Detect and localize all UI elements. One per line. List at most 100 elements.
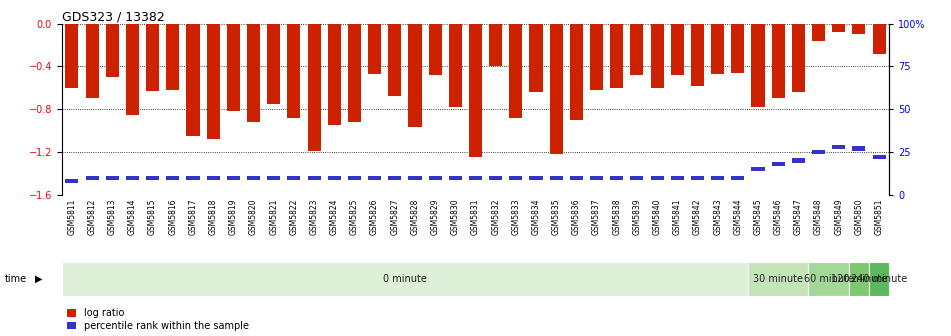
Text: GSM5836: GSM5836 (572, 198, 581, 235)
Text: GSM5844: GSM5844 (733, 198, 743, 235)
Bar (711, 24, 725, 74)
Text: GSM5838: GSM5838 (612, 198, 621, 235)
Text: GSM5821: GSM5821 (269, 198, 279, 235)
Bar (550, 176, 563, 180)
Bar (368, 176, 381, 180)
Text: GSM5823: GSM5823 (310, 198, 319, 235)
Text: GSM5831: GSM5831 (471, 198, 480, 235)
Text: GSM5841: GSM5841 (672, 198, 682, 235)
Bar (368, 24, 381, 74)
Bar (106, 176, 119, 180)
Text: GSM5816: GSM5816 (168, 198, 177, 235)
Bar (771, 162, 785, 166)
Bar (328, 24, 340, 125)
Text: GSM5820: GSM5820 (249, 198, 258, 235)
Bar (852, 146, 865, 151)
Bar (771, 24, 785, 98)
Bar (670, 176, 684, 180)
Bar (812, 24, 825, 41)
Bar (872, 155, 885, 159)
Bar (812, 150, 825, 154)
Bar (307, 176, 320, 180)
Bar (489, 176, 502, 180)
Bar (611, 176, 623, 180)
Text: GSM5834: GSM5834 (532, 198, 540, 235)
Bar (388, 24, 401, 96)
Text: GSM5826: GSM5826 (370, 198, 379, 235)
Bar (751, 24, 765, 107)
Text: 60 minute: 60 minute (804, 274, 854, 284)
Bar (832, 145, 845, 149)
Bar (650, 24, 664, 88)
Bar (206, 176, 220, 180)
Text: GSM5822: GSM5822 (289, 198, 299, 235)
Text: GSM5843: GSM5843 (713, 198, 722, 235)
Bar (226, 176, 240, 180)
Bar (872, 24, 885, 53)
Bar (106, 24, 119, 77)
Bar (611, 24, 623, 88)
Bar (469, 24, 482, 157)
Text: GSM5835: GSM5835 (552, 198, 561, 235)
Text: GSM5850: GSM5850 (854, 198, 864, 235)
Bar (348, 24, 361, 122)
Bar (166, 24, 180, 90)
Bar (590, 24, 603, 90)
Legend: log ratio, percentile rank within the sample: log ratio, percentile rank within the sa… (67, 308, 249, 331)
Bar (631, 176, 644, 180)
Bar (62, 262, 747, 296)
Text: GSM5824: GSM5824 (330, 198, 339, 235)
Bar (711, 176, 725, 180)
Text: GDS323 / 13382: GDS323 / 13382 (62, 10, 165, 23)
Bar (206, 24, 220, 139)
Text: 240 minute: 240 minute (851, 274, 907, 284)
Text: GSM5812: GSM5812 (87, 198, 97, 235)
Text: GSM5828: GSM5828 (411, 198, 419, 235)
Bar (348, 176, 361, 180)
Bar (550, 24, 563, 154)
Bar (146, 24, 159, 91)
Bar (66, 24, 79, 88)
Bar (852, 24, 865, 34)
Text: GSM5833: GSM5833 (512, 198, 520, 235)
Bar (849, 262, 869, 296)
Bar (510, 24, 522, 118)
Bar (530, 176, 543, 180)
Bar (408, 176, 421, 180)
Bar (570, 176, 583, 180)
Bar (429, 176, 441, 180)
Bar (747, 262, 808, 296)
Bar (691, 176, 704, 180)
Bar (247, 176, 260, 180)
Bar (66, 179, 79, 183)
Bar (186, 176, 200, 180)
Text: GSM5832: GSM5832 (491, 198, 500, 235)
Text: GSM5840: GSM5840 (652, 198, 662, 235)
Text: GSM5842: GSM5842 (693, 198, 702, 235)
Bar (650, 176, 664, 180)
Bar (792, 24, 805, 92)
Bar (429, 24, 441, 75)
Bar (287, 176, 301, 180)
Text: GSM5815: GSM5815 (148, 198, 157, 235)
Bar (146, 176, 159, 180)
Bar (530, 24, 543, 92)
Bar (570, 24, 583, 120)
Bar (408, 24, 421, 127)
Bar (388, 176, 401, 180)
Bar (247, 24, 260, 122)
Bar (631, 24, 644, 75)
Text: 120 minute: 120 minute (831, 274, 887, 284)
Text: GSM5811: GSM5811 (68, 198, 76, 235)
Text: GSM5825: GSM5825 (350, 198, 359, 235)
Text: GSM5827: GSM5827 (390, 198, 399, 235)
Text: GSM5845: GSM5845 (753, 198, 763, 235)
Text: GSM5837: GSM5837 (592, 198, 601, 235)
Text: GSM5819: GSM5819 (229, 198, 238, 235)
Text: GSM5817: GSM5817 (188, 198, 198, 235)
Text: GSM5839: GSM5839 (632, 198, 641, 235)
Text: GSM5848: GSM5848 (814, 198, 823, 235)
Text: GSM5846: GSM5846 (774, 198, 783, 235)
Bar (166, 176, 180, 180)
Bar (287, 24, 301, 118)
